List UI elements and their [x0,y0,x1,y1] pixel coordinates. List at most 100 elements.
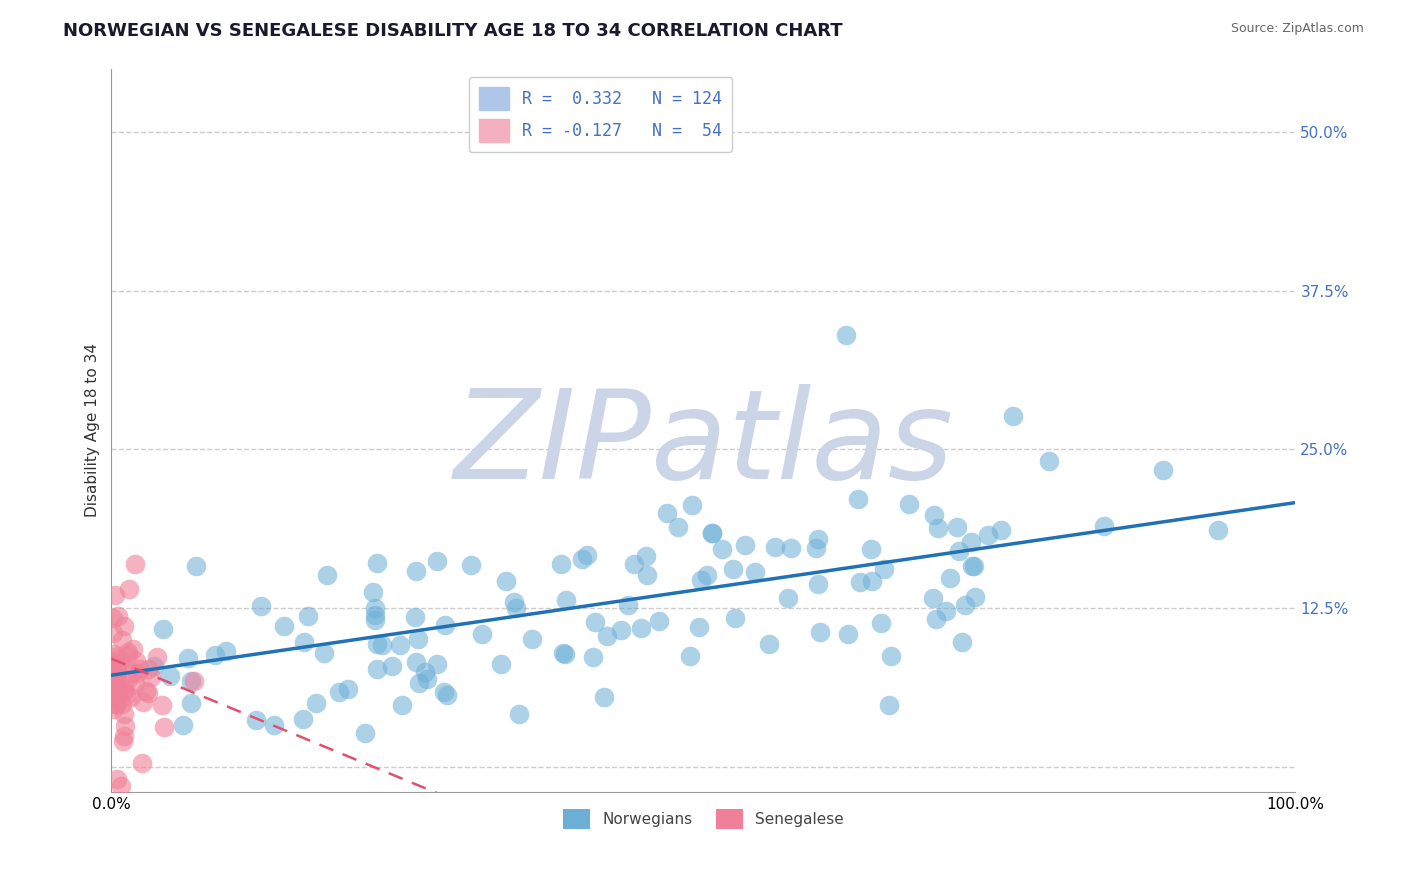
Point [489,657,512,671]
Point [859,541,882,556]
Point [976,527,998,541]
Point [128,662,150,676]
Point [807,532,830,546]
Point [897,497,920,511]
Point [434,617,457,632]
Point [582,650,605,665]
Point [711,542,734,557]
Point [105,666,128,681]
Point [172,717,194,731]
Point [107,688,129,702]
Point [104,665,127,679]
Point [520,632,543,646]
Point [636,567,658,582]
Point [180,697,202,711]
Point [107,686,129,700]
Point [250,599,273,613]
Point [364,600,387,615]
Point [404,610,426,624]
Point [700,526,723,541]
Point [111,633,134,648]
Point [103,702,125,716]
Point [873,562,896,576]
Point [503,595,526,609]
Point [150,698,173,713]
Point [105,674,128,689]
Point [135,683,157,698]
Point [679,649,702,664]
Point [112,618,135,632]
Point [103,648,125,662]
Point [723,562,745,576]
Point [152,622,174,636]
Point [758,637,780,651]
Point [104,683,127,698]
Point [990,524,1012,538]
Point [960,558,983,573]
Point [112,683,135,698]
Point [111,697,134,711]
Point [364,613,387,627]
Point [117,645,139,659]
Y-axis label: Disability Age 18 to 34: Disability Age 18 to 34 [86,343,100,517]
Point [405,564,427,578]
Point [121,690,143,704]
Point [945,519,967,533]
Point [433,685,456,699]
Point [124,677,146,691]
Point [388,638,411,652]
Point [105,689,128,703]
Point [186,559,208,574]
Point [927,521,949,535]
Point [121,665,143,680]
Point [1092,519,1115,533]
Point [939,571,962,585]
Point [426,657,449,672]
Point [860,574,883,589]
Point [921,591,943,605]
Point [834,328,856,343]
Point [104,649,127,664]
Point [953,598,976,612]
Point [112,682,135,697]
Point [364,608,387,623]
Point [263,718,285,732]
Point [702,526,724,541]
Point [630,622,652,636]
Point [112,729,135,743]
Point [837,626,859,640]
Point [959,534,981,549]
Point [101,611,124,625]
Point [366,556,388,570]
Point [245,713,267,727]
Point [108,651,131,665]
Point [879,649,901,664]
Point [508,707,530,722]
Point [361,584,384,599]
Point [495,574,517,588]
Point [366,662,388,676]
Point [180,674,202,689]
Point [292,635,315,649]
Point [107,608,129,623]
Point [136,686,159,700]
Point [127,666,149,681]
Point [354,726,377,740]
Point [963,590,986,604]
Point [122,641,145,656]
Point [297,608,319,623]
Point [366,637,388,651]
Point [112,707,135,722]
Point [215,644,238,658]
Point [413,665,436,679]
Text: Source: ZipAtlas.com: Source: ZipAtlas.com [1230,22,1364,36]
Point [328,685,350,699]
Point [315,567,337,582]
Text: ZIPatlas: ZIPatlas [454,384,953,505]
Point [610,623,633,637]
Point [505,601,527,615]
Point [779,541,801,556]
Point [925,612,948,626]
Point [105,772,128,787]
Point [159,669,181,683]
